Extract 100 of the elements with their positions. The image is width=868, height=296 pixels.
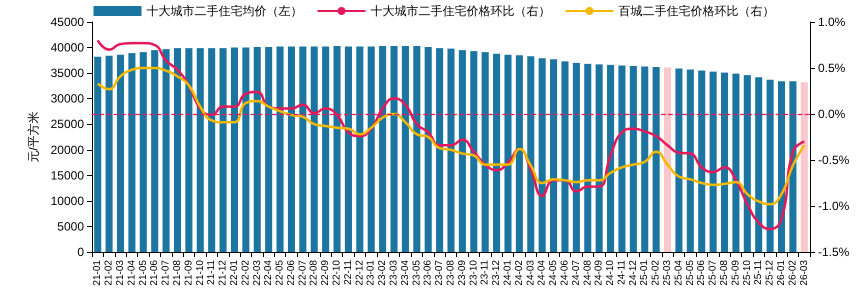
y-tick-label: 35000 [50, 66, 84, 80]
x-tick-label: 21-10 [194, 260, 206, 286]
x-tick-label: 23-12 [491, 260, 502, 286]
x-tick-label: 26-02 [787, 260, 798, 286]
bar [493, 54, 500, 252]
bar [254, 47, 261, 252]
x-tick-label: 22-03 [252, 260, 263, 286]
x-tick-label: 22-05 [274, 260, 286, 286]
x-tick-label: 22-08 [308, 260, 320, 286]
x-tick-label: 25-03 [662, 260, 674, 286]
bar [630, 66, 637, 252]
x-tick-label: 23-09 [456, 260, 468, 286]
bar [230, 48, 238, 252]
bar [596, 64, 603, 252]
x-tick-label: 21-02 [104, 260, 115, 286]
y-tick-label: 40000 [50, 40, 84, 55]
x-tick-label: 26-03 [798, 260, 810, 286]
x-tick-label: 24-11 [616, 260, 628, 285]
bar [470, 51, 478, 252]
x-tick-label: 21-01 [92, 260, 104, 286]
x-tick-label: 22-09 [320, 260, 332, 286]
bar [561, 61, 568, 252]
bar [641, 66, 648, 252]
bar [299, 46, 306, 252]
x-tick-label: 24-04 [536, 260, 548, 286]
legend-label: 百城二手住宅价格环比（右） [618, 4, 774, 18]
x-tick-label: 21-11 [206, 260, 218, 285]
y2-tick-label: 1.0% [818, 15, 846, 29]
bar [652, 66, 660, 252]
x-tick-label: 24-06 [559, 260, 570, 286]
bar [208, 48, 216, 252]
bar [744, 75, 751, 252]
bar [720, 72, 728, 252]
x-tick-label: 24-01 [502, 260, 514, 286]
x-tick-label: 25-07 [708, 260, 719, 286]
x-tick-label: 23-03 [388, 260, 400, 286]
bar [732, 74, 740, 252]
x-tick-label: 23-08 [446, 260, 456, 286]
bar [789, 81, 796, 252]
bar [572, 62, 580, 252]
bar [436, 48, 444, 252]
bar [527, 56, 534, 252]
x-tick-label: 25-10 [742, 260, 753, 286]
y2-tick-label: -0.5% [818, 153, 850, 167]
bar [220, 48, 227, 252]
x-tick-label: 21-07 [160, 260, 172, 286]
x-tick-label: 22-04 [263, 260, 274, 286]
x-tick-label: 25-08 [719, 260, 730, 286]
y-tick-label: 15000 [50, 168, 84, 182]
bar [766, 80, 774, 252]
bar [698, 70, 706, 252]
bar [151, 50, 158, 252]
bar [334, 46, 341, 252]
bar [242, 48, 250, 252]
bar [356, 46, 364, 252]
x-tick-label: 21-12 [218, 260, 229, 286]
y2-tick-label: 0.0% [818, 107, 846, 121]
x-tick-label: 24-02 [514, 260, 525, 286]
x-tick-label: 26-01 [776, 260, 788, 286]
x-tick-label: 25-11 [753, 260, 764, 285]
y2-tick-label: 0.5% [818, 61, 846, 75]
x-tick-label: 24-10 [605, 260, 616, 286]
bar [584, 64, 592, 252]
bar [116, 54, 124, 252]
x-tick-label: 23-02 [377, 260, 388, 286]
bar [413, 46, 420, 252]
x-tick-label: 22-01 [228, 260, 240, 286]
x-tick-label: 23-06 [422, 260, 434, 286]
bar [664, 67, 672, 252]
bar [458, 50, 466, 252]
line-series [96, 66, 806, 206]
bar [174, 48, 182, 252]
y-tick-label: 0 [77, 245, 84, 259]
bar [140, 52, 147, 252]
x-tick-label: 22-07 [297, 260, 308, 286]
bar [447, 48, 455, 252]
bar [538, 58, 546, 252]
y-axis-title: 元/平方米 [26, 111, 41, 163]
x-tick-label: 24-07 [570, 260, 582, 286]
bar [686, 70, 694, 252]
bar [196, 48, 204, 252]
x-tick-label: 25-12 [764, 260, 776, 286]
x-tick-label: 22-10 [332, 260, 343, 286]
bar [675, 68, 682, 252]
bar [368, 46, 375, 252]
x-tick-label: 23-05 [411, 260, 422, 286]
x-tick-label: 22-02 [240, 260, 252, 286]
x-tick-label: 24-08 [582, 260, 594, 286]
x-tick-label: 25-09 [730, 260, 742, 286]
x-tick-label: 25-05 [684, 260, 696, 286]
bar [379, 46, 386, 252]
bar [402, 46, 409, 252]
x-tick-label: 25-06 [696, 260, 708, 286]
x-tick-label: 25-01 [639, 260, 650, 286]
x-tick-label: 21-05 [138, 260, 149, 286]
x-tick-label: 23-11 [480, 260, 491, 285]
y-tick-label: 10000 [50, 194, 84, 208]
bar [710, 72, 717, 252]
x-tick-label: 23-04 [400, 260, 411, 286]
x-tick-label: 21-03 [114, 260, 126, 286]
